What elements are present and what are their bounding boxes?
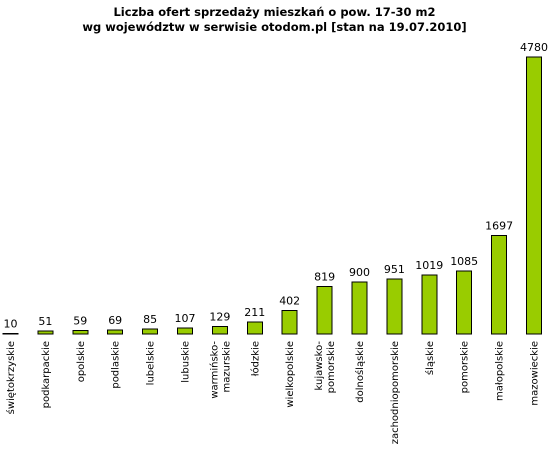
category-label-15: małopolskie bbox=[495, 341, 506, 401]
value-labels: 10 51 59 69 85 107 129 211 402 819 900 951 1019 1085 1… bbox=[4, 41, 549, 330]
bar-6 bbox=[177, 327, 193, 335]
value-label-5: 85 bbox=[143, 313, 157, 326]
chart-title-line-1: Liczba ofert sprzedaży mieszkań o pow. 1… bbox=[113, 5, 435, 19]
chart-title: Liczba ofert sprzedaży mieszkań o pow. 1… bbox=[82, 5, 466, 34]
category-label-2: podkarpackie bbox=[41, 341, 52, 408]
value-label-4: 69 bbox=[108, 314, 122, 327]
bar-11 bbox=[351, 281, 368, 335]
bar-9 bbox=[281, 310, 298, 335]
value-label-13: 1019 bbox=[415, 259, 443, 272]
category-label-14: pomorskie bbox=[460, 341, 471, 393]
bar-16 bbox=[526, 56, 542, 335]
value-label-9: 402 bbox=[279, 295, 300, 308]
category-label-1: świętokrzyskie bbox=[5, 341, 17, 414]
value-label-2: 51 bbox=[38, 315, 52, 328]
value-label-1: 10 bbox=[4, 317, 18, 330]
category-label-5: lubelskie bbox=[146, 341, 157, 385]
category-label-7: warmińsko-mazurskie bbox=[208, 341, 232, 399]
value-label-3: 59 bbox=[73, 315, 87, 328]
category-label-3: opolskie bbox=[76, 341, 87, 382]
category-label-4: podlaskie bbox=[111, 341, 122, 389]
category-label-10: kujawsko-pomorskie bbox=[314, 341, 337, 394]
bar-4 bbox=[107, 329, 124, 335]
bar-7 bbox=[211, 326, 228, 335]
bar-1 bbox=[2, 332, 19, 335]
bar-14 bbox=[456, 270, 473, 335]
bar-8 bbox=[246, 321, 263, 335]
value-label-7: 129 bbox=[209, 311, 230, 324]
category-label-16: mazowieckie bbox=[530, 341, 541, 406]
value-label-11: 900 bbox=[349, 266, 370, 279]
bars bbox=[2, 56, 542, 335]
bar-13 bbox=[421, 274, 438, 335]
bar-12 bbox=[386, 278, 403, 335]
category-labels: świętokrzyskie podkarpackie opolskie podlas… bbox=[5, 341, 541, 445]
bar-15 bbox=[491, 235, 508, 335]
bar-3 bbox=[72, 330, 89, 335]
category-label-9: wielkopolskie bbox=[285, 341, 296, 408]
chart-title-line-2: wg województw w serwisie otodom.pl [stan… bbox=[82, 20, 466, 34]
category-label-8: łódzkie bbox=[249, 341, 261, 376]
value-label-8: 211 bbox=[244, 306, 265, 319]
category-label-12: zachodniopomorskie bbox=[390, 341, 401, 444]
value-label-16: 4780 bbox=[520, 41, 548, 54]
bar-10 bbox=[316, 286, 333, 335]
value-label-6: 107 bbox=[175, 312, 196, 325]
value-label-10: 819 bbox=[314, 271, 335, 284]
category-label-6: lubuskie bbox=[181, 341, 192, 383]
value-label-12: 951 bbox=[384, 263, 405, 276]
category-label-11: dolnośląskie bbox=[354, 341, 366, 403]
bar-2 bbox=[37, 330, 54, 335]
category-label-13: śląskie bbox=[424, 341, 436, 375]
bar-5 bbox=[142, 328, 159, 335]
value-label-15: 1697 bbox=[485, 220, 513, 233]
value-label-14: 1085 bbox=[450, 255, 478, 268]
